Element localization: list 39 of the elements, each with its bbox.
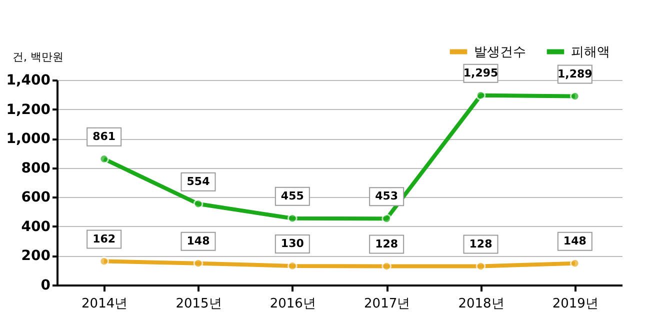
data-label: 128	[375, 237, 398, 250]
y-tick-label: 400	[21, 218, 51, 235]
point	[99, 154, 110, 164]
legend-label: 발생건수	[474, 44, 526, 60]
y-tick-label: 800	[21, 160, 51, 176]
point	[570, 258, 580, 268]
y-tick-label: 200	[21, 248, 51, 264]
data-label: 1,289	[558, 67, 592, 80]
y-tick-label: 0	[40, 278, 51, 294]
data-label: 455	[280, 189, 304, 202]
data-label: 861	[92, 130, 116, 143]
x-tick-label: 2015년	[176, 296, 222, 312]
data-label: 130	[280, 236, 304, 250]
x-tick-label: 2016년	[270, 296, 316, 312]
point	[193, 258, 204, 268]
point	[570, 91, 580, 102]
y-axis-title: 건, 백만원	[12, 50, 64, 64]
data-label: 148	[186, 234, 210, 248]
y-tick-label: 600	[21, 190, 51, 206]
point	[287, 261, 298, 271]
point	[382, 261, 392, 272]
x-tick-label: 2018년	[458, 296, 504, 312]
x-tick-label: 2017년	[364, 296, 410, 312]
data-label: 148	[563, 234, 586, 248]
point	[99, 256, 110, 266]
data-label: 162	[92, 232, 116, 246]
data-label: 453	[375, 190, 398, 203]
x-tick-label: 2014년	[82, 296, 128, 312]
point	[476, 261, 486, 272]
y-tick-label: 1,000	[6, 131, 51, 148]
point	[193, 198, 204, 209]
legend-label: 피해액	[571, 44, 610, 60]
data-label: 1,295	[463, 66, 498, 80]
y-tick-label: 1,400	[6, 72, 51, 88]
data-label: 554	[186, 174, 210, 188]
data-label: 128	[469, 237, 492, 250]
point	[382, 214, 392, 224]
y-tick-label: 1,200	[6, 102, 51, 118]
x-tick-label: 2019년	[552, 296, 598, 312]
